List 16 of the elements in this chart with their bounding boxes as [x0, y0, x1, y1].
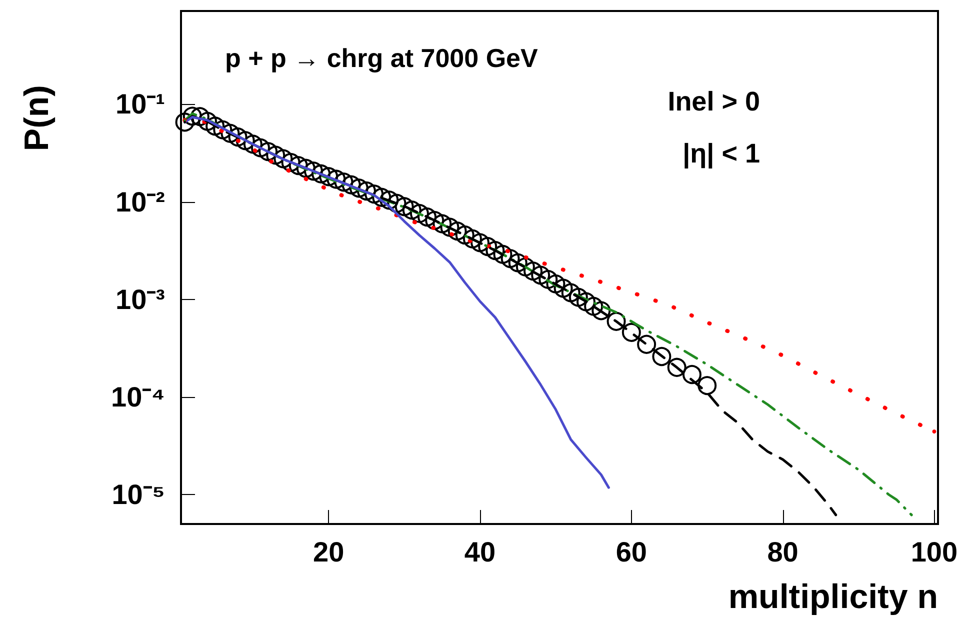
- x-tick-label: 80: [767, 536, 798, 568]
- y-tick-label: 10⁻³: [116, 284, 165, 315]
- x-tick-label: 60: [616, 536, 647, 568]
- y-tick-label: 10⁻¹: [116, 88, 165, 120]
- y-tick-label: 10⁻⁵: [112, 479, 165, 510]
- y-axis-title: P(n): [18, 84, 56, 152]
- line-series: [184, 116, 610, 489]
- x-tick-label: 100: [910, 536, 958, 568]
- x-tick-label: 20: [313, 536, 344, 568]
- y-tick-label: 10⁻²: [116, 186, 165, 218]
- x-tick-label: 40: [464, 536, 496, 568]
- text: p + p → chrg at 7000 GeV: [225, 43, 538, 73]
- x-axis-title: multiplicity n: [728, 578, 938, 616]
- y-tick-label: 10⁻⁴: [111, 382, 165, 412]
- annotation: |η| < 1: [682, 138, 760, 168]
- annotation: Inel > 0: [668, 86, 760, 116]
